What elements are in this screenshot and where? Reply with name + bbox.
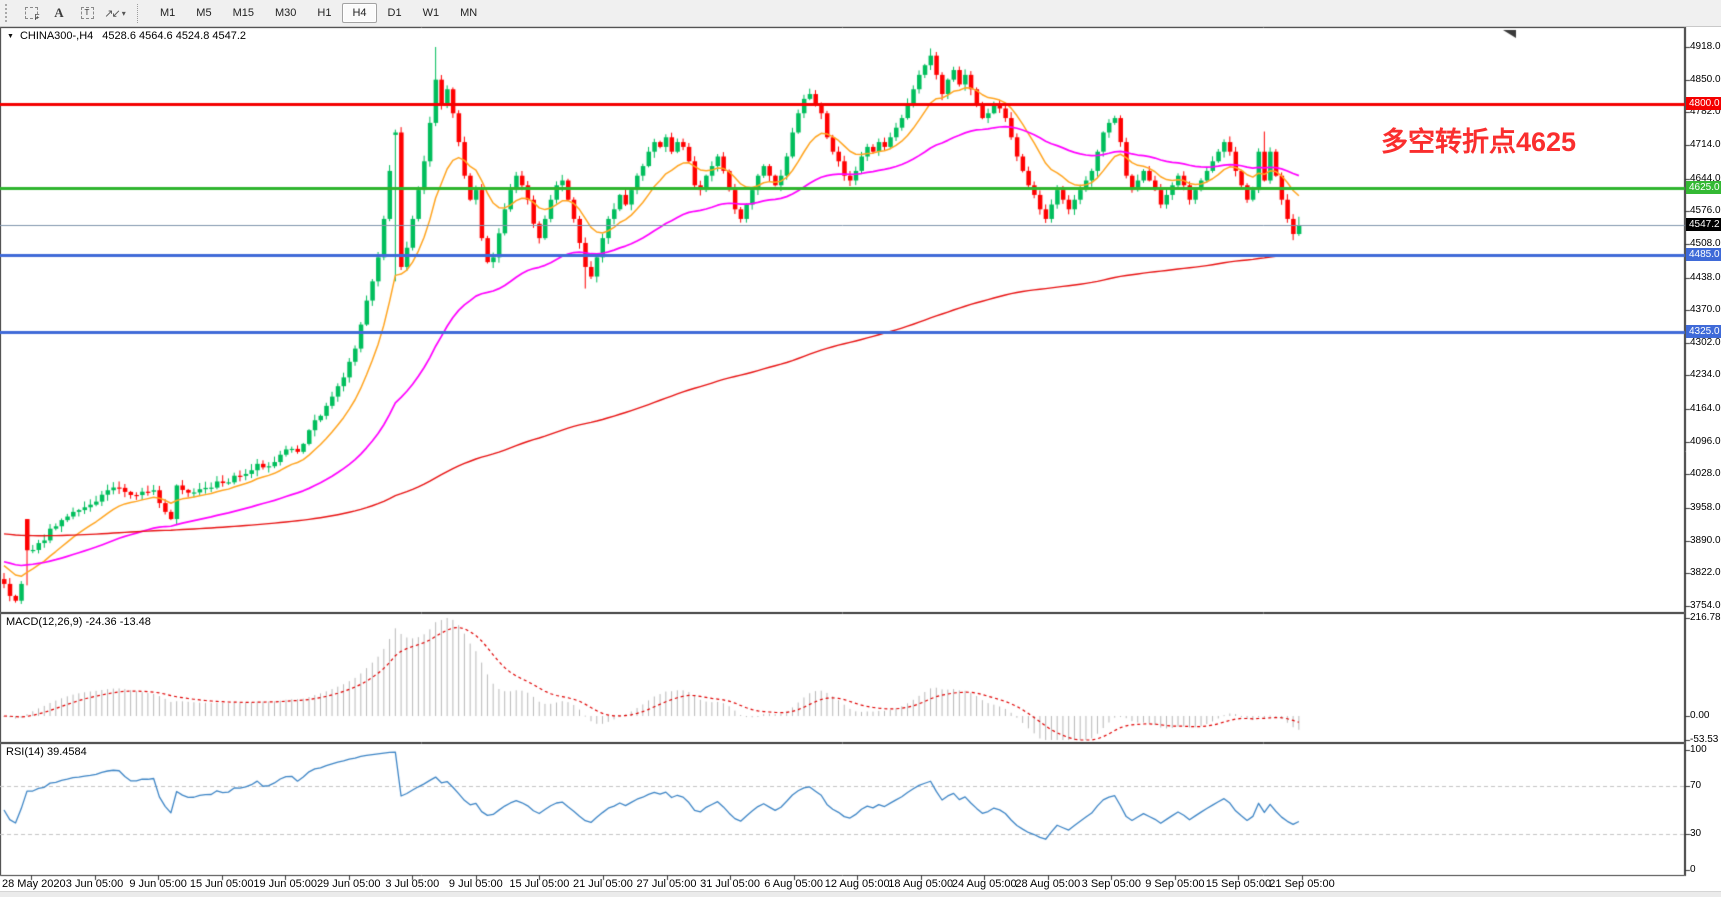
time-tick-label: 28 May 2020 bbox=[2, 878, 66, 890]
time-tick-label: 6 Aug 05:00 bbox=[764, 878, 823, 890]
chart-canvas[interactable] bbox=[0, 27, 1721, 888]
text-tool-button[interactable]: A bbox=[47, 3, 71, 24]
timeframe-toolbar: M1 M5 M15 M30 H1 H4 D1 W1 MN bbox=[150, 3, 487, 23]
timeframe-button-m30[interactable]: M30 bbox=[265, 3, 306, 23]
arrows-icon: ↗↙ bbox=[104, 7, 121, 20]
toolbar-separator bbox=[137, 3, 144, 23]
timeframe-button-m5[interactable]: M5 bbox=[186, 3, 221, 23]
dropdown-caret-icon: ▾ bbox=[121, 8, 126, 18]
time-tick-label: 3 Jun 05:00 bbox=[65, 878, 124, 890]
time-tick-label: 28 Aug 05:00 bbox=[1015, 878, 1081, 890]
timeframe-button-d1[interactable]: D1 bbox=[378, 3, 412, 23]
time-tick-label: 15 Sep 05:00 bbox=[1205, 878, 1272, 890]
chart-symbol-timeframe: CHINA300-,H4 bbox=[19, 30, 94, 42]
time-tick-label: 15 Jun 05:00 bbox=[189, 878, 254, 890]
time-tick-label: 24 Aug 05:00 bbox=[951, 878, 1017, 890]
time-tick-label: 12 Aug 05:00 bbox=[824, 878, 890, 890]
toolbar-grip[interactable] bbox=[5, 4, 11, 22]
timeframe-button-mn[interactable]: MN bbox=[450, 3, 487, 23]
arrows-tool-button[interactable]: ↗↙ ▾ bbox=[103, 3, 127, 24]
time-tick-label: 29 Jun 05:00 bbox=[316, 878, 381, 890]
toolbar: F A T ↗↙ ▾ M1 M5 M15 M30 H1 H4 D1 W1 MN bbox=[0, 0, 1721, 27]
time-tick-label: 3 Jul 05:00 bbox=[385, 878, 440, 890]
time-tick-label: 9 Jul 05:00 bbox=[448, 878, 503, 890]
timeframe-button-h4[interactable]: H4 bbox=[342, 3, 377, 23]
timeframe-button-w1[interactable]: W1 bbox=[413, 3, 450, 23]
time-tick-label: 15 Jul 05:00 bbox=[509, 878, 570, 890]
time-tick-label: 27 Jul 05:00 bbox=[636, 878, 697, 890]
fibonacci-tool-button[interactable]: F bbox=[19, 3, 43, 24]
time-tick-label: 21 Jul 05:00 bbox=[572, 878, 633, 890]
text-icon: A bbox=[54, 5, 64, 20]
time-tick-label: 31 Jul 05:00 bbox=[700, 878, 761, 890]
time-tick-label: 9 Jun 05:00 bbox=[129, 878, 187, 890]
time-tick-label: 3 Sep 05:00 bbox=[1081, 878, 1142, 890]
fibonacci-icon: F bbox=[24, 7, 40, 22]
chart-annotation[interactable]: 多空转折点4625 bbox=[1381, 127, 1577, 157]
time-tick-label: 21 Sep 05:00 bbox=[1269, 878, 1335, 890]
time-tick-label: 18 Aug 05:00 bbox=[888, 878, 954, 890]
collapse-triangle-icon[interactable]: ▼ bbox=[7, 32, 14, 40]
rsi-label: RSI(14) 39.4584 bbox=[6, 746, 87, 758]
timeframe-button-m15[interactable]: M15 bbox=[223, 3, 264, 23]
timeframe-button-m1[interactable]: M1 bbox=[150, 3, 185, 23]
timeframe-button-h1[interactable]: H1 bbox=[307, 3, 341, 23]
label-tool-button[interactable]: T bbox=[75, 3, 99, 24]
label-icon: T bbox=[80, 7, 94, 19]
time-tick-label: 9 Sep 05:00 bbox=[1145, 878, 1205, 890]
time-tick-label: 19 Jun 05:00 bbox=[253, 878, 317, 890]
macd-label: MACD(12,26,9) -24.36 -13.48 bbox=[6, 616, 151, 628]
bottom-strip bbox=[0, 891, 1721, 897]
chart-ohlc-values: 4528.6 4564.6 4524.8 4547.2 bbox=[102, 30, 247, 42]
chart-header: ▼ CHINA300-,H4 4528.6 4564.6 4524.8 4547… bbox=[7, 30, 246, 42]
time-axis[interactable]: 28 May 2020 3 Jun 05:00 9 Jun 05:00 15 Jun … bbox=[0, 876, 1721, 891]
